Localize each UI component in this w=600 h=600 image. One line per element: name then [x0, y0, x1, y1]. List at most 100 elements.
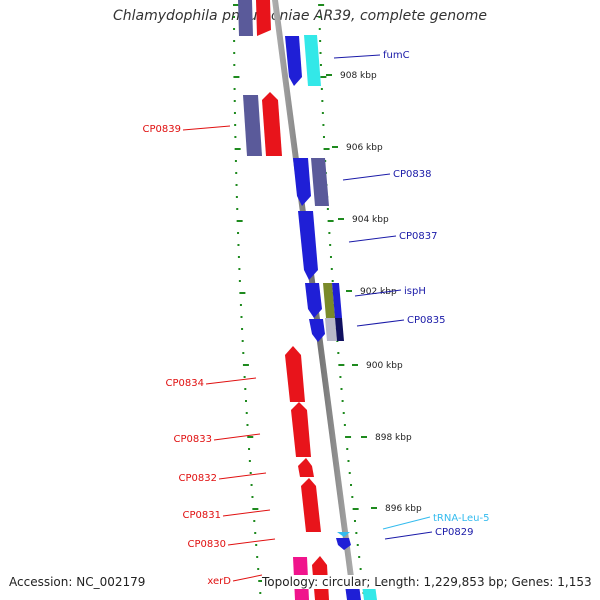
cog-block [311, 158, 329, 206]
callout-line [205, 377, 257, 385]
scale-tick [332, 146, 338, 148]
gene-arrow-top [256, 0, 271, 36]
gene-label[interactable]: xerD [207, 576, 231, 587]
scale-tick [371, 507, 377, 509]
gene-label[interactable]: ispH [404, 286, 426, 297]
gene-label[interactable]: fumC [383, 50, 410, 61]
inner-dotted-ring [233, 4, 265, 594]
ring-dot [238, 280, 241, 282]
gene-label[interactable]: CP0832 [179, 473, 217, 484]
gene-arrow-cp0837 [298, 211, 318, 280]
gene-label[interactable]: CP0834 [166, 378, 204, 389]
gene-label[interactable]: CP0831 [183, 510, 221, 521]
scale-label: 904 kbp [352, 215, 389, 225]
ring-dot [255, 544, 258, 546]
cog-block [323, 283, 335, 318]
ring-dot [318, 28, 321, 30]
ring-dot [237, 244, 240, 246]
gene-arrow-cp0835 [309, 319, 325, 342]
scale-tick [338, 218, 344, 220]
scale-tick [361, 436, 367, 438]
ring-dot [244, 388, 247, 390]
scale-tick [326, 74, 332, 76]
ring-dot [338, 364, 345, 366]
ring-dot [233, 112, 236, 114]
ring-dot [235, 196, 238, 198]
ring-dot [236, 208, 239, 210]
ring-dot [241, 328, 244, 330]
ring-dot [320, 76, 327, 78]
gene-label[interactable]: CP0837 [399, 231, 437, 242]
ring-dot [351, 496, 354, 498]
ring-dot [331, 280, 334, 282]
ring-dot [345, 436, 352, 438]
ring-dot [329, 256, 332, 258]
ring-dot [341, 400, 344, 402]
ring-dot [258, 580, 265, 582]
gene-callouts: fumC CP0839 CP0838 CP0837 ispH CP0835 CP0834 CP… [143, 50, 490, 587]
gene-arrow-cp0834 [285, 346, 305, 402]
ring-dot [343, 424, 346, 426]
scale-track: 908 kbp 906 kbp 904 kbp 902 kbp 900 kbp 898 k… [326, 71, 422, 514]
callout-line [218, 472, 267, 480]
ring-dot [319, 52, 322, 54]
ring-dot [348, 472, 351, 474]
ring-dot [248, 448, 251, 450]
gene-arrow-isph [305, 283, 322, 318]
ring-dot [347, 460, 350, 462]
callout-line [356, 319, 405, 327]
ring-dot [233, 16, 236, 18]
ring-dot [254, 532, 257, 534]
gene-label[interactable]: CP0838 [393, 169, 431, 180]
scale-label: 896 kbp [385, 504, 422, 514]
ring-dot [352, 508, 359, 510]
ring-dot [359, 568, 362, 570]
ring-dot [322, 136, 325, 138]
ring-dot [250, 484, 253, 486]
gene-label[interactable]: CP0833 [174, 434, 212, 445]
ring-dot [320, 88, 323, 90]
callout-line [348, 235, 397, 243]
ring-dot [246, 424, 249, 426]
ring-dot [326, 208, 329, 210]
ring-dot [257, 568, 260, 570]
gene-label[interactable]: CP0839 [143, 124, 181, 135]
ring-dot [234, 148, 241, 150]
ring-dot [239, 304, 242, 306]
callout-line [342, 173, 391, 181]
ring-dot [234, 124, 237, 126]
gene-arrow-cp0833 [291, 402, 311, 457]
scale-label: 908 kbp [340, 71, 377, 81]
ring-dot [329, 244, 332, 246]
ring-dot [242, 364, 249, 366]
scale-label: 902 kbp [360, 287, 397, 297]
cog-block [304, 35, 321, 86]
cog-track-right [304, 35, 377, 600]
gene-label[interactable]: CP0830 [188, 539, 226, 550]
ring-dot [252, 508, 259, 510]
ring-dot [342, 412, 345, 414]
ring-dot [251, 496, 254, 498]
ring-dot [247, 436, 254, 438]
callout-line [182, 125, 231, 131]
ring-dot [235, 172, 238, 174]
gene-label[interactable]: tRNA-Leu-5 [433, 513, 489, 524]
ring-dot [356, 544, 359, 546]
ring-dot [241, 340, 244, 342]
ring-dot [358, 556, 361, 558]
cog-block [332, 283, 342, 318]
ring-dot [245, 400, 247, 402]
ring-dot [233, 76, 240, 78]
ring-dot [233, 100, 236, 102]
ring-dot [236, 220, 243, 222]
ring-dot [350, 484, 353, 486]
gene-label[interactable]: CP0829 [435, 527, 473, 538]
callout-line [227, 538, 276, 546]
ring-dot [234, 160, 237, 162]
gene-label[interactable]: CP0835 [407, 315, 445, 326]
gene-arrow-cp0829 [336, 538, 351, 550]
ring-dot [355, 532, 358, 534]
ring-dot [248, 460, 251, 462]
